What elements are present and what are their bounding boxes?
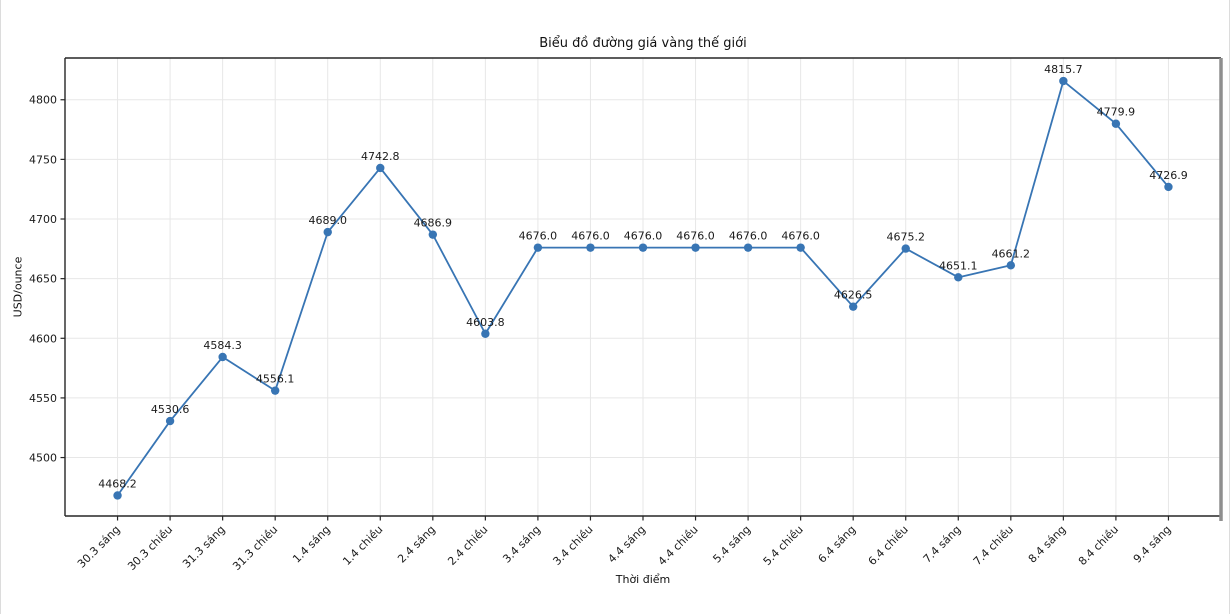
x-tick-label: 7.4 sáng [921, 523, 964, 566]
x-tick-label: 5.4 chiều [761, 523, 806, 568]
y-tick-label: 4800 [29, 94, 57, 107]
data-point [270, 386, 280, 395]
data-point-label: 4742.8 [361, 150, 400, 163]
data-point [796, 243, 805, 252]
x-axis-label: Thời điểm [615, 573, 671, 586]
x-tick-label: 4.4 sáng [605, 523, 648, 566]
data-point-label: 4675.2 [886, 231, 925, 244]
data-point [1164, 182, 1173, 192]
data-point [586, 243, 595, 252]
data-point [218, 352, 227, 362]
x-tick-label: 31.3 chiều [230, 523, 280, 573]
chart-title: Biểu đồ đường giá vàng thế giới [539, 36, 747, 51]
x-tick-label: 6.4 sáng [816, 523, 859, 566]
x-tick-label: 31.3 sáng [180, 523, 228, 571]
y-tick-label: 4650 [29, 273, 57, 286]
x-tick-label: 1.4 chiều [340, 523, 385, 568]
x-tick-label: 30.3 chiều [125, 523, 175, 573]
y-tick-label: 4700 [29, 213, 57, 226]
data-point [743, 243, 753, 252]
data-point [376, 163, 385, 173]
data-point-label: 4726.9 [1149, 169, 1188, 182]
data-point [691, 243, 700, 252]
y-tick-label: 4600 [29, 332, 57, 345]
data-point-label: 4556.1 [256, 373, 295, 386]
x-tick-label: 8.4 chiều [1076, 523, 1121, 568]
x-tick-label: 8.4 sáng [1026, 523, 1069, 566]
x-tick-label: 1.4 sáng [290, 523, 333, 566]
x-tick-label: 5.4 sáng [710, 523, 753, 566]
x-tick-label: 3.4 sáng [500, 523, 543, 566]
data-point [954, 273, 963, 282]
data-point [113, 491, 122, 500]
x-tick-label: 2.4 sáng [395, 523, 438, 566]
data-point-label: 4689.0 [308, 214, 347, 227]
data-point [848, 302, 858, 311]
data-point [1006, 261, 1016, 270]
data-point [1059, 76, 1068, 86]
data-point-label: 4676.0 [676, 230, 715, 243]
data-point-label: 4676.0 [519, 230, 558, 243]
data-point-label: 4626.5 [834, 289, 873, 302]
data-point [1111, 119, 1121, 128]
data-point [901, 244, 910, 253]
y-tick-label: 4750 [29, 153, 57, 166]
x-tick-label: 30.3 sáng [75, 523, 123, 571]
x-tick-label: 2.4 chiều [445, 523, 490, 568]
x-tick-label: 4.4 chiều [656, 523, 701, 568]
data-point [428, 230, 438, 239]
data-point [638, 243, 648, 252]
data-point-label: 4676.0 [781, 230, 820, 243]
data-point-label: 4530.6 [151, 403, 190, 416]
data-point-label: 4468.2 [98, 477, 137, 490]
data-point-label: 4584.3 [203, 339, 242, 352]
data-point-label: 4686.9 [414, 217, 453, 230]
data-point-label: 4676.0 [624, 230, 663, 243]
x-tick-label: 7.4 chiều [971, 523, 1016, 568]
data-point-label: 4815.7 [1044, 63, 1083, 76]
y-tick-label: 4500 [29, 452, 57, 465]
data-point-label: 4676.0 [571, 230, 610, 243]
data-point [481, 329, 490, 338]
data-point-label: 4779.9 [1097, 106, 1136, 119]
data-point-label: 4603.8 [466, 316, 505, 329]
y-tick-label: 4550 [29, 392, 57, 405]
data-point [165, 416, 175, 426]
x-tick-label: 6.4 chiều [866, 523, 911, 568]
data-point-label: 4676.0 [729, 230, 768, 243]
data-point-label: 4661.2 [992, 247, 1031, 260]
data-point [323, 227, 332, 237]
x-tick-label: 3.4 chiều [550, 523, 595, 568]
x-tick-label: 9.4 sáng [1131, 523, 1174, 566]
data-point [533, 243, 543, 252]
data-point-label: 4651.1 [939, 259, 978, 272]
